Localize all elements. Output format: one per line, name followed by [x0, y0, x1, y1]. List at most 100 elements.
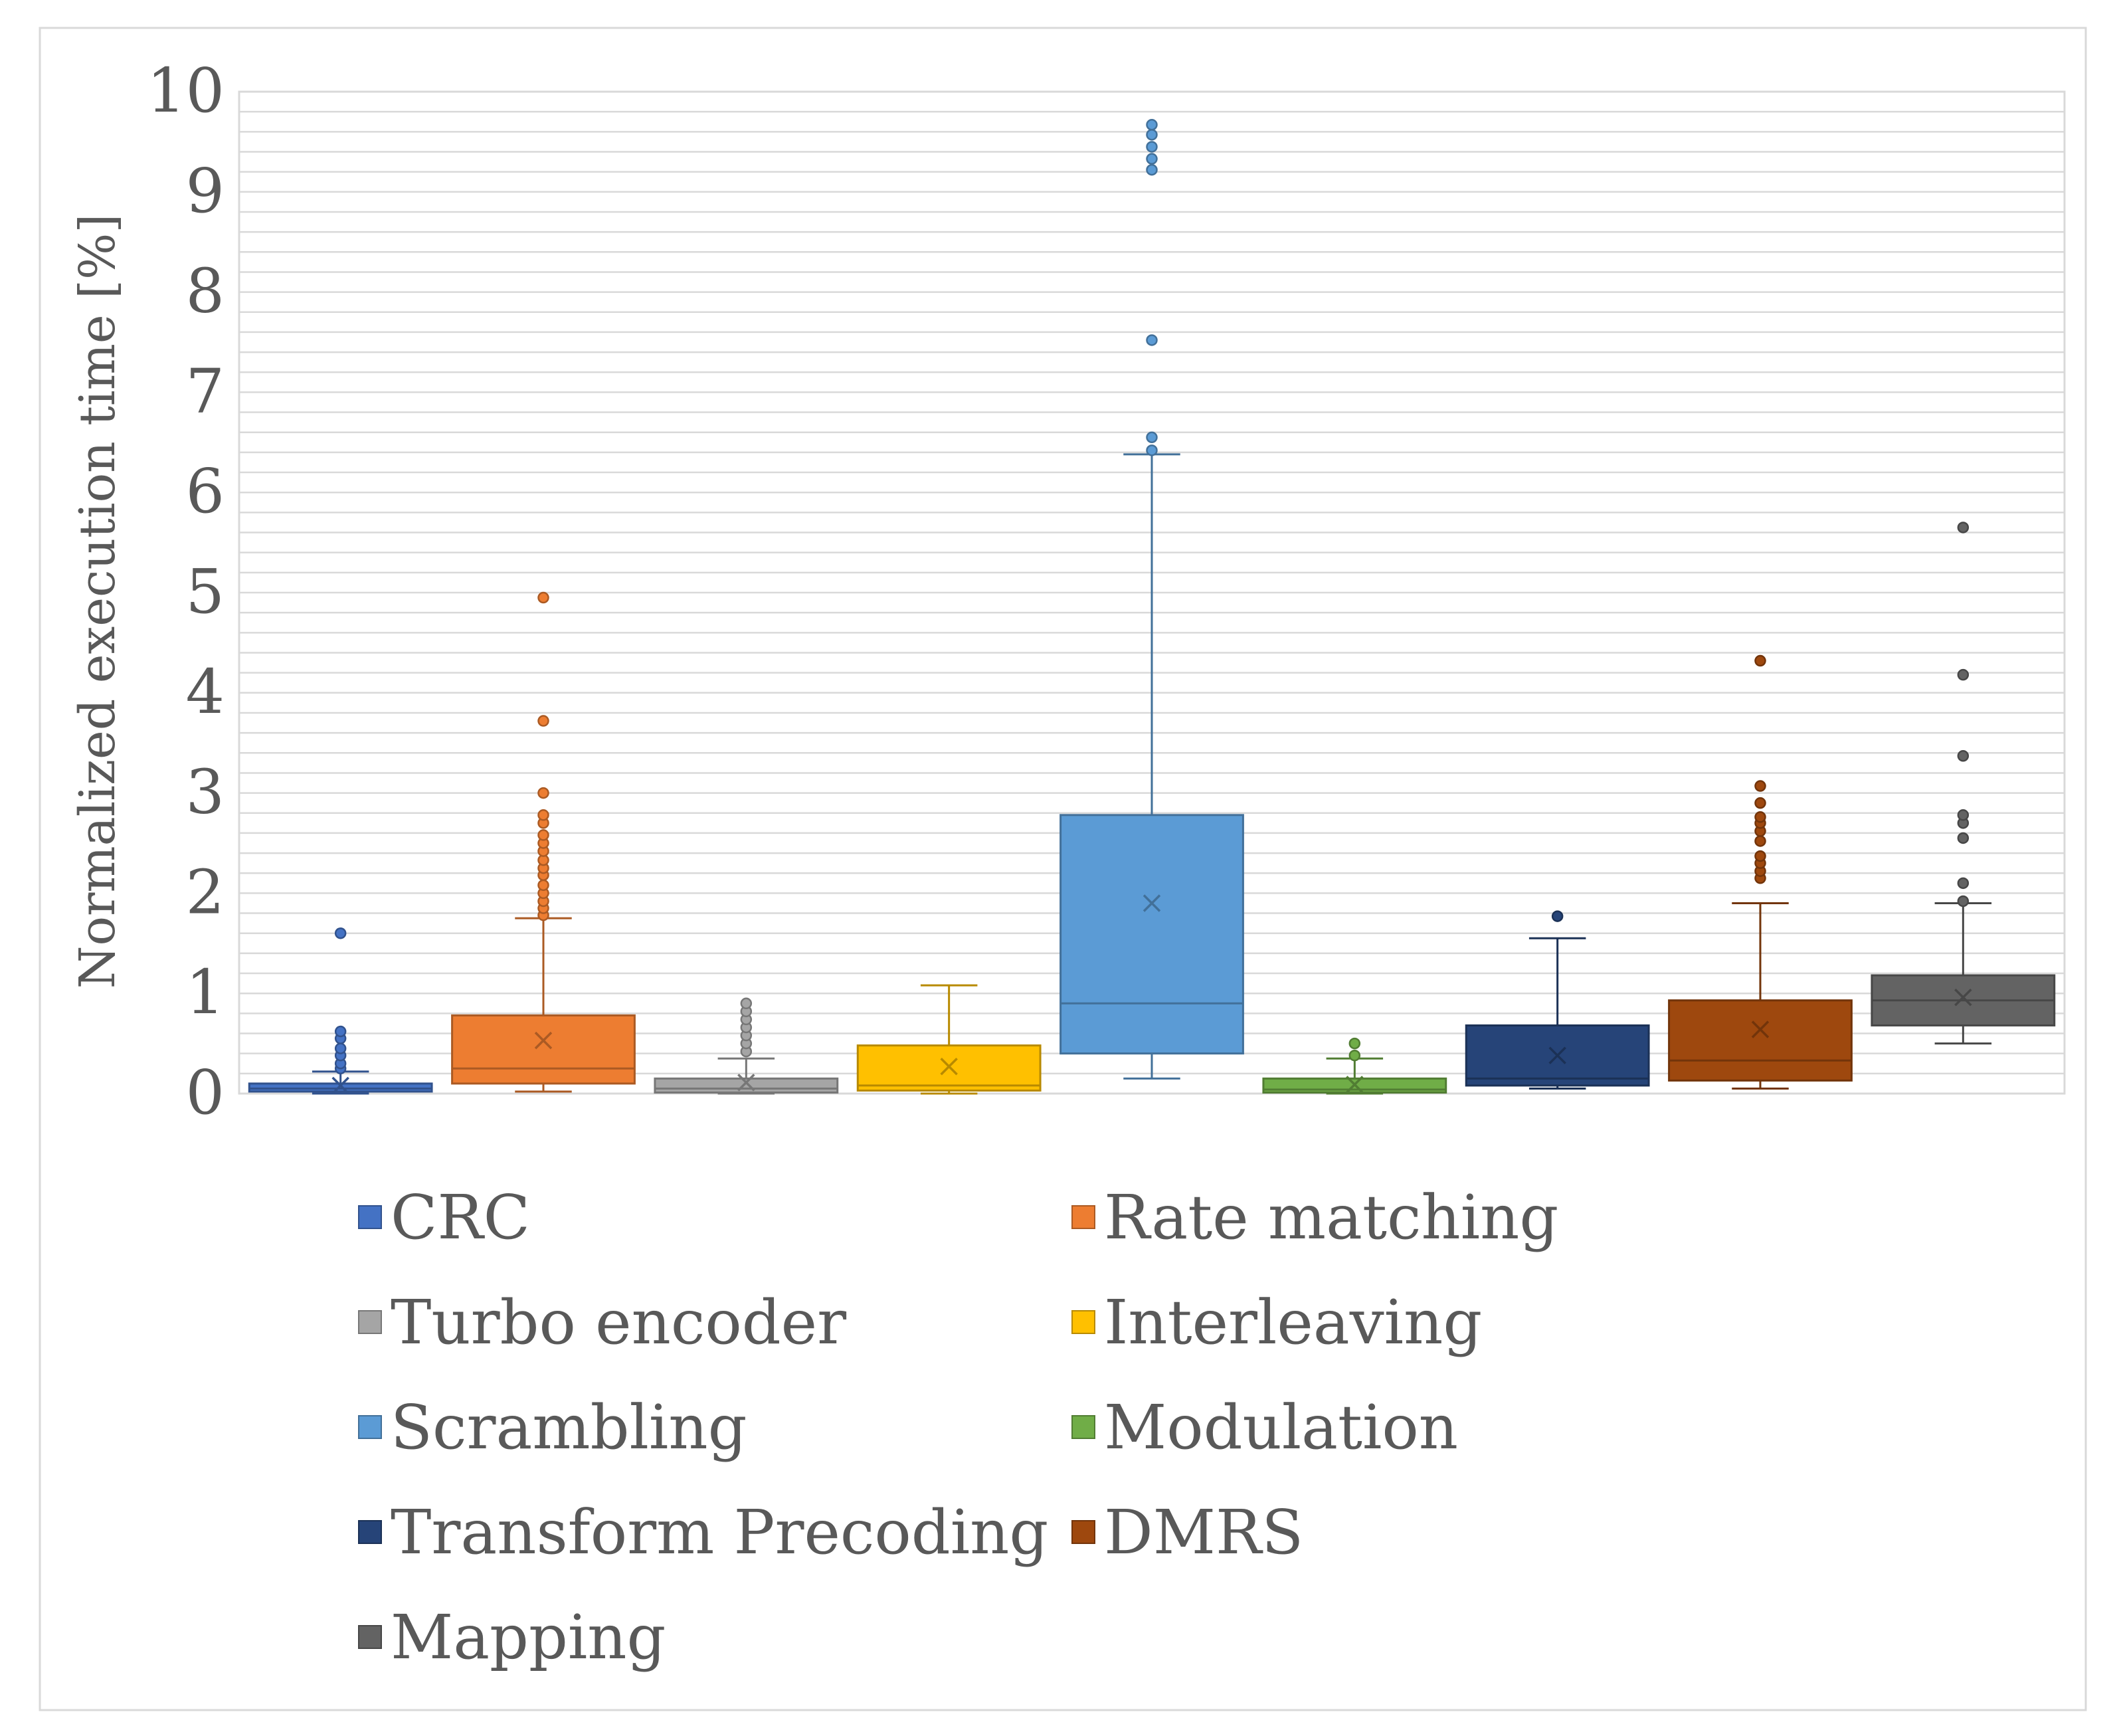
legend-entry-modulation: Modulation [1071, 1392, 1458, 1463]
outlier-point [537, 809, 549, 821]
box-dmrs [1668, 654, 1853, 1090]
legend-entry-transform-precoding: Transform Precoding [358, 1497, 1048, 1568]
legend: CRC Rate matching Turbo encoder Interleavin… [358, 1182, 1558, 1673]
y-axis-title: Normalized execution time [%] [69, 214, 126, 989]
outlier-point [1551, 910, 1564, 922]
legend-entry-crc: CRC [358, 1182, 530, 1253]
outlier-point [1146, 129, 1158, 141]
outlier-point [1146, 163, 1158, 176]
box-plots [248, 119, 2056, 1095]
outlier-point [1957, 522, 1970, 533]
legend-label: CRC [391, 1182, 530, 1253]
iqr-box [654, 1077, 839, 1094]
outlier-point [1146, 153, 1158, 165]
y-tick-label: 9 [185, 155, 225, 227]
iqr-box [248, 1082, 433, 1093]
legend-label: Mapping [391, 1602, 666, 1673]
legend-label: Rate matching [1104, 1182, 1558, 1253]
legend-entry-interleaving: Interleaving [1071, 1287, 1482, 1358]
mean-marker [1548, 1046, 1566, 1064]
outlier-point [1957, 877, 1970, 890]
legend-label: Transform Precoding [391, 1497, 1048, 1568]
legend-swatch [1071, 1205, 1095, 1229]
box-mapping [1871, 522, 2056, 1045]
y-tick-label: 1 [185, 957, 225, 1028]
y-tick-label: 3 [185, 757, 225, 828]
legend-label: DMRS [1104, 1497, 1303, 1568]
outlier-point [1754, 780, 1766, 792]
mean-marker [737, 1074, 755, 1092]
y-tick-label: 5 [185, 556, 225, 627]
outlier-point [1348, 1037, 1361, 1050]
box-rate-matching [451, 591, 636, 1093]
legend-label: Scrambling [391, 1392, 747, 1463]
legend-swatch [358, 1310, 382, 1334]
outlier-point [537, 879, 549, 892]
legend-swatch [1071, 1520, 1095, 1544]
outlier-point [1957, 668, 1970, 681]
outlier-point [1754, 835, 1766, 847]
mean-marker [1143, 894, 1161, 912]
legend-entry-dmrs: DMRS [1071, 1497, 1303, 1568]
y-tick-label: 10 [147, 55, 225, 126]
outlier-point [334, 1042, 347, 1054]
box-turbo-encoder [654, 997, 839, 1095]
iqr-box [451, 1014, 636, 1085]
legend-swatch [1071, 1415, 1095, 1439]
box-interleaving [856, 984, 1042, 1095]
mean-marker [940, 1058, 958, 1076]
outlier-point [1754, 850, 1766, 862]
outlier-point [537, 829, 549, 841]
outlier-point [1146, 141, 1158, 153]
outlier-point [740, 997, 753, 1010]
outlier-point [1754, 654, 1766, 667]
iqr-box [1059, 814, 1244, 1055]
y-tick-label: 8 [185, 256, 225, 327]
outlier-point [537, 715, 549, 727]
legend-swatch [358, 1625, 382, 1649]
box-crc [248, 927, 433, 1095]
outlier-point [1348, 1049, 1361, 1062]
legend-swatch [1071, 1310, 1095, 1334]
y-tick-label: 4 [185, 656, 225, 727]
legend-swatch [358, 1415, 382, 1439]
legend-entry-turbo-encoder: Turbo encoder [358, 1287, 846, 1358]
y-tick-label: 0 [185, 1057, 225, 1128]
box-scrambling [1059, 119, 1244, 1080]
legend-label: Modulation [1104, 1392, 1458, 1463]
outlier-point [1957, 832, 1970, 844]
outlier-point [537, 787, 549, 799]
outlier-point [334, 927, 347, 939]
outlier-point [1957, 809, 1970, 821]
outlier-point [537, 591, 549, 604]
plot-area-border [238, 90, 2066, 1095]
mean-marker [331, 1076, 349, 1095]
outlier-point [1146, 334, 1158, 346]
legend-swatch [358, 1520, 382, 1544]
outlier-point [334, 1025, 347, 1038]
mean-marker [534, 1031, 553, 1050]
legend-label: Interleaving [1104, 1287, 1482, 1358]
outlier-point [1957, 750, 1970, 762]
mean-marker [1954, 988, 1972, 1007]
outlier-point [1754, 811, 1766, 823]
box-transform-precoding [1465, 910, 1650, 1090]
legend-entry-rate-matching: Rate matching [1071, 1182, 1558, 1253]
legend-label: Turbo encoder [391, 1287, 846, 1358]
mean-marker [1751, 1020, 1770, 1038]
iqr-box [1668, 999, 1853, 1082]
legend-swatch [358, 1205, 382, 1229]
y-tick-label: 7 [185, 355, 225, 427]
outlier-point [1146, 444, 1158, 456]
legend-entry-scrambling: Scrambling [358, 1392, 747, 1463]
outlier-point [1146, 431, 1158, 444]
legend-entry-mapping: Mapping [358, 1602, 666, 1673]
box-modulation [1262, 1037, 1447, 1095]
outlier-point [1146, 119, 1158, 131]
mean-marker [1346, 1076, 1364, 1094]
y-tick-label: 6 [185, 456, 225, 527]
y-axis-tick-labels: 0 1 2 3 4 5 6 7 8 9 10 [147, 55, 225, 1128]
y-tick-label: 2 [185, 856, 225, 927]
outlier-point [1754, 797, 1766, 809]
